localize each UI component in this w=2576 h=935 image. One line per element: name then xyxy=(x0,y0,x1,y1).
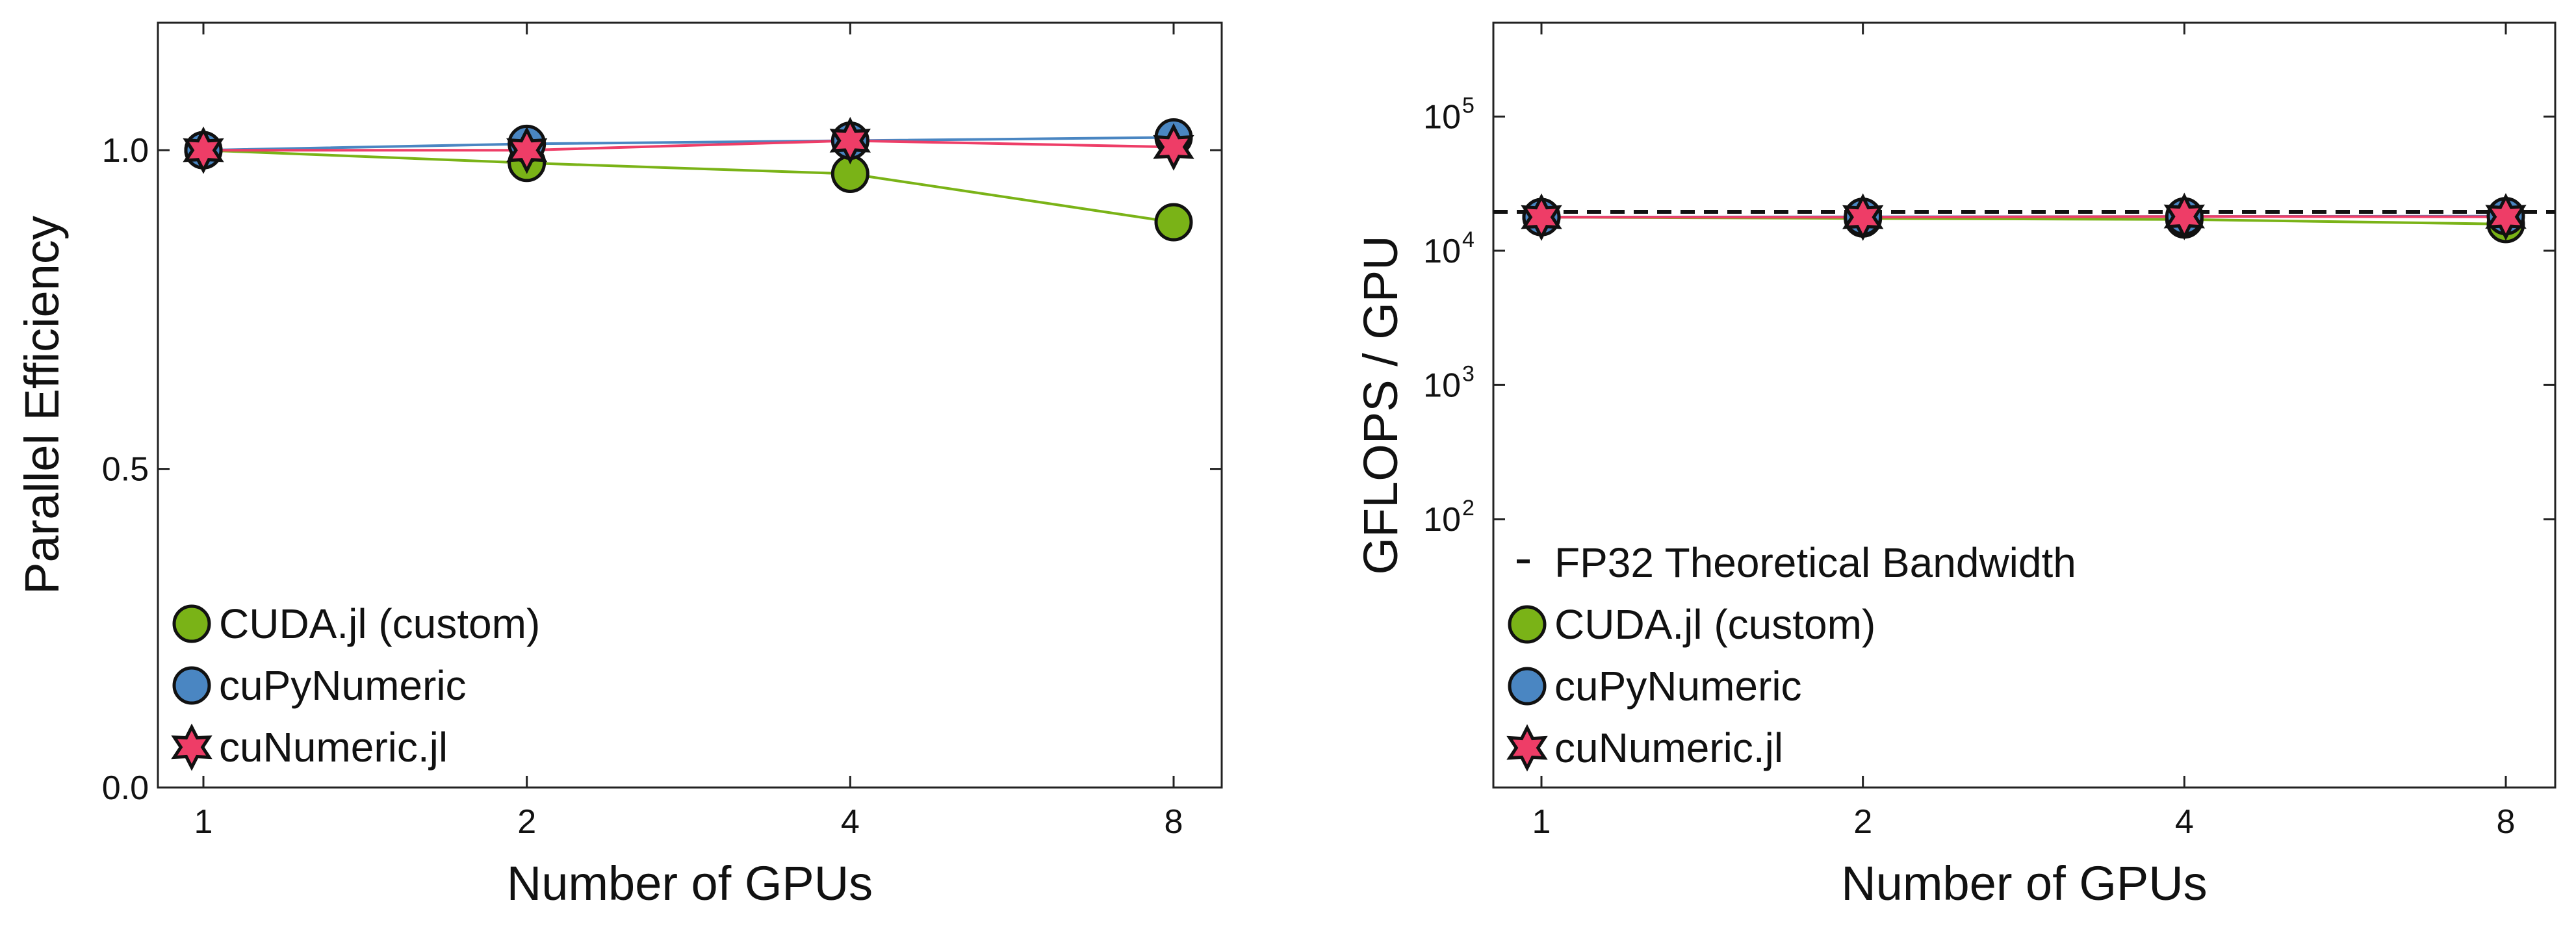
x-tick-label: 2 xyxy=(1853,803,1872,841)
legend-swatch-cupy xyxy=(172,666,211,705)
x-tick-label: 8 xyxy=(2497,803,2516,841)
y-tick-label-exponent: 2 xyxy=(1462,496,1475,520)
x-tick-label: 8 xyxy=(1165,803,1183,841)
data-point-cunum xyxy=(1153,123,1194,171)
y-tick-label: 0.0 xyxy=(102,769,149,807)
legend-label-fp32: FP32 Theoretical Bandwidth xyxy=(1554,539,2076,586)
legend-label-cupy: cuPyNumeric xyxy=(1554,663,1802,710)
legend-swatch-cupy xyxy=(1508,667,1547,706)
legend: CUDA.jl (custom) cuPyNumeric cuNumeric.jl xyxy=(171,600,540,771)
series-line-cuda xyxy=(203,149,1174,224)
x-tick-label: 2 xyxy=(517,803,536,841)
x-tick-label: 1 xyxy=(194,803,213,841)
legend-label-cunum: cuNumeric.jl xyxy=(1554,724,1783,771)
legend: FP32 Theoretical Bandwidth CUDA.jl (custo… xyxy=(1506,539,2076,772)
y-tick-label: 10 xyxy=(1423,501,1461,539)
plot-frame xyxy=(1492,21,2557,789)
legend-label-cupy: cuPyNumeric xyxy=(219,662,467,709)
legend-swatch-cuda xyxy=(1508,605,1547,644)
legend-label-cunum: cuNumeric.jl xyxy=(219,724,448,771)
legend-label-cuda: CUDA.jl (custom) xyxy=(1554,601,1875,648)
legend-label-cuda: CUDA.jl (custom) xyxy=(219,600,540,647)
y-tick-label: 10 xyxy=(1423,366,1461,404)
data-point-cunum xyxy=(2485,193,2527,241)
x-axis-label: Number of GPUs xyxy=(1841,856,2207,910)
legend-swatch-cunum xyxy=(171,723,213,771)
series-line-cunum xyxy=(1541,215,2506,219)
x-tick-label: 1 xyxy=(1532,803,1551,841)
x-tick-label: 4 xyxy=(2175,803,2194,841)
y-tick-label-exponent: 3 xyxy=(1462,361,1475,386)
legend-swatch-cuda xyxy=(172,604,211,643)
data-point-cunum xyxy=(2163,192,2205,240)
legend-swatch-cunum xyxy=(1506,724,1548,772)
y-axis-label: GFLOPS / GPU xyxy=(1354,235,1408,574)
plot-frame xyxy=(157,21,1223,789)
y-tick-label: 10 xyxy=(1423,233,1461,270)
y-tick-label: 0.5 xyxy=(102,451,149,489)
data-point-cuda xyxy=(1154,203,1193,242)
y-tick-label-exponent: 5 xyxy=(1462,93,1475,118)
parallel-efficiency-chart: 1 2 4 8 0.0 0.5 1.0 Number of GPUs Parallel Effi… xyxy=(15,21,1223,910)
data-point-cunum xyxy=(1842,193,1884,241)
data-point-cunum xyxy=(1521,193,1562,241)
y-tick-label-exponent: 4 xyxy=(1462,227,1475,252)
series-line-cunum xyxy=(203,139,1174,152)
y-tick-label: 10 xyxy=(1423,98,1461,136)
series-line-cupy xyxy=(203,136,1174,152)
data-point-cunum xyxy=(183,126,224,174)
y-tick-label: 1.0 xyxy=(102,132,149,170)
data-point-cunum xyxy=(829,116,871,165)
x-tick-label: 4 xyxy=(841,803,860,841)
x-axis-label: Number of GPUs xyxy=(507,856,873,910)
y-axis-label: Parallel Efficiency xyxy=(15,216,69,595)
data-point-cunum xyxy=(506,126,548,174)
